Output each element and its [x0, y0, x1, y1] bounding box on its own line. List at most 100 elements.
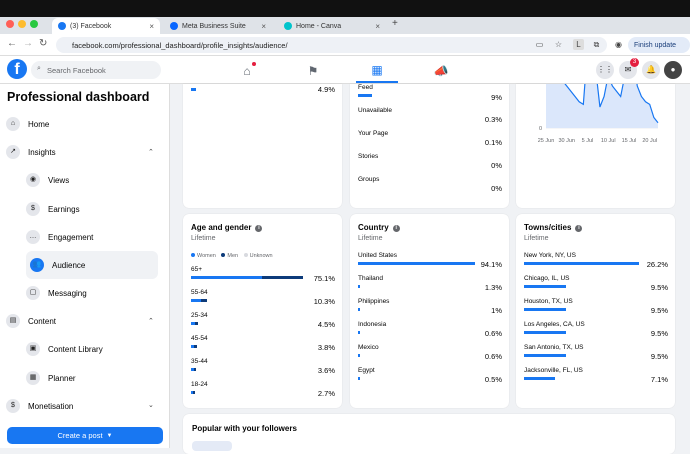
menu-grid-icon[interactable]: ⋮⋮ [596, 61, 614, 79]
sidebar-item-engagement[interactable]: … Engagement [26, 226, 158, 248]
x-tick-label: 5 Jul [582, 138, 594, 144]
sidebar-item-label: Planner [48, 373, 76, 383]
sidebar-item-label: Monetisation [28, 401, 74, 411]
chevron-up-icon[interactable]: ⌃ [148, 318, 154, 325]
card-title: Age and gender i [191, 223, 263, 232]
row-label: Philippines [358, 298, 390, 305]
towns-title: Towns/cities [524, 223, 572, 232]
close-tab-icon[interactable]: × [149, 21, 154, 31]
row-value: 75.1% [313, 274, 335, 283]
row-value: 26.2% [646, 260, 668, 269]
row-value: 10.3% [313, 297, 335, 306]
sidebar-item-label: Views [48, 175, 70, 185]
sidebar-item-label: Content Library [48, 344, 103, 354]
monetisation-icon: $ [6, 399, 20, 413]
tab-canva[interactable]: Home - Canva × [278, 18, 386, 34]
row-value: 1% [491, 306, 502, 315]
sidebar-item-label: Home [28, 119, 50, 129]
bar-men [194, 345, 197, 348]
chevron-down-icon[interactable]: ⌄ [148, 402, 154, 409]
bar [358, 354, 360, 357]
info-icon[interactable]: i [392, 225, 400, 232]
legend: Women Men Unknown [191, 253, 273, 259]
search-input[interactable]: ⌕ Search Facebook [31, 61, 161, 79]
card-popular: Popular with your followers [183, 414, 675, 454]
sidebar-item-home[interactable]: ⌂ Home [6, 113, 156, 135]
row-value: 9.5% [650, 352, 668, 361]
maximize-window-button[interactable] [30, 20, 38, 28]
address-bar[interactable]: facebook.com/professional_dashboard/prof… [56, 37, 607, 53]
row-value: 0% [491, 161, 502, 170]
bar-men [262, 276, 303, 279]
bar [358, 377, 360, 380]
bookmark-star-icon[interactable]: ☆ [554, 40, 563, 49]
nav-ads-megaphone-icon[interactable]: 📣 [433, 63, 449, 78]
row-value: 9% [491, 93, 502, 102]
extensions-puzzle-icon[interactable]: ⧉ [593, 40, 600, 49]
bar-women [191, 322, 195, 325]
cast-icon[interactable]: ▭ [535, 40, 544, 49]
notification-dot [252, 62, 256, 66]
tab-facebook[interactable]: (3) Facebook × [52, 18, 160, 34]
bar [358, 331, 360, 334]
facebook-logo-icon[interactable]: f [7, 59, 27, 79]
legend-label: Men [227, 253, 239, 259]
row-label: Groups [358, 176, 380, 183]
avatar[interactable]: ● [664, 61, 682, 79]
card-country: Country i Lifetime United States 94.1% Thai… [350, 214, 509, 408]
close-tab-icon[interactable]: × [261, 21, 266, 31]
sidebar-item-views[interactable]: ◉ Views [26, 169, 158, 191]
messenger-icon[interactable]: ✉ 3 [619, 58, 639, 79]
profile-icon[interactable]: ◉ [615, 40, 622, 49]
notifications-bell-icon[interactable]: 🔔 [642, 61, 660, 79]
country-title: Country [358, 223, 389, 232]
sidebar-item-content-library[interactable]: ▣ Content Library [26, 338, 158, 360]
sidebar-item-label: Earnings [48, 204, 80, 214]
search-placeholder: Search Facebook [47, 65, 106, 75]
row-value: 3.8% [317, 343, 335, 352]
forward-icon[interactable]: → [23, 38, 33, 49]
sidebar-item-monetisation[interactable]: $ Monetisation [6, 395, 156, 417]
row-label: Stories [358, 153, 379, 160]
card-top-mid: Feed 9% Unavailable 0.3% Your Page 0.1% … [350, 84, 509, 208]
reload-icon[interactable]: ↻ [39, 38, 48, 49]
row-label: Thailand [358, 275, 383, 282]
card-subtitle: Lifetime [358, 235, 383, 242]
info-icon[interactable]: i [575, 225, 583, 232]
nav-home-icon[interactable]: ⌂ [226, 58, 268, 83]
new-tab-button[interactable]: + [392, 18, 398, 29]
nav-dashboard-icon[interactable]: ▦ [356, 58, 398, 83]
x-tick-label: 10 Jul [601, 138, 616, 144]
minimize-window-button[interactable] [18, 20, 26, 28]
info-icon[interactable]: i [255, 225, 263, 232]
card-top-left: 4.9% [183, 84, 342, 208]
dollar-icon: $ [26, 202, 40, 216]
library-icon: ▣ [26, 342, 40, 356]
row-label: United States [358, 252, 398, 259]
sidebar-item-earnings[interactable]: $ Earnings [26, 198, 158, 220]
calendar-icon: ▦ [26, 371, 40, 385]
sidebar-item-planner[interactable]: ▦ Planner [26, 367, 158, 389]
bar [191, 88, 196, 91]
sidebar-item-messaging[interactable]: ▢ Messaging [26, 282, 158, 304]
chevron-up-icon[interactable]: ⌃ [148, 149, 154, 156]
legend-dot-women [191, 253, 195, 257]
tab-meta-business-suite[interactable]: Meta Business Suite × [164, 18, 272, 34]
legend-dot-men [221, 253, 226, 257]
create-post-button[interactable]: Create a post ▼ [7, 427, 163, 444]
close-window-button[interactable] [6, 20, 14, 28]
eye-icon: ◉ [26, 173, 40, 187]
extension-l-icon[interactable]: L [573, 39, 584, 50]
row-label: 18-24 [191, 381, 208, 388]
nav-flag-icon[interactable]: ⚑ [307, 63, 319, 78]
row-value: 0.5% [484, 375, 502, 384]
row-value: 9.5% [650, 329, 668, 338]
finish-update-button[interactable]: Finish update [628, 37, 690, 53]
row-value: 94.1% [480, 260, 502, 269]
sidebar-item-audience[interactable]: 👥 Audience [26, 251, 158, 279]
close-tab-icon[interactable]: × [375, 21, 380, 31]
back-icon[interactable]: ← [7, 38, 17, 49]
sidebar-item-insights[interactable]: ↗ Insights [6, 141, 156, 163]
sidebar-item-content[interactable]: ▤ Content [6, 310, 156, 332]
finish-update-label: Finish update [634, 41, 677, 49]
